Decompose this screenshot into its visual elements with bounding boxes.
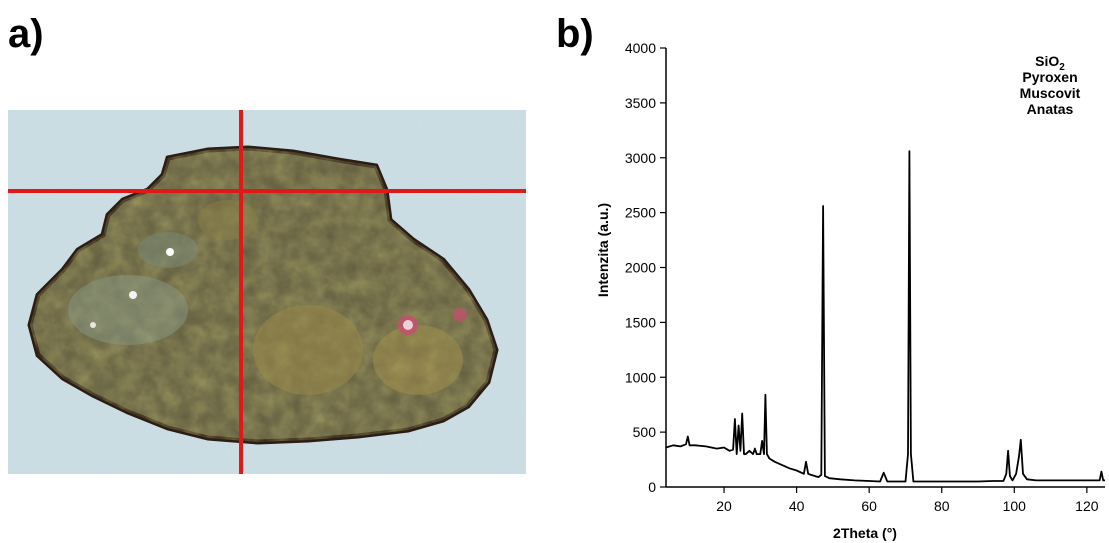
legend-entry: Anatas: [1027, 101, 1074, 117]
x-tick-label: 20: [716, 498, 732, 514]
y-tick-label: 3000: [625, 150, 656, 166]
legend-entry: SiO2: [1035, 53, 1065, 73]
y-tick-label: 500: [633, 424, 657, 440]
x-axis-label: 2Theta (°): [833, 525, 897, 541]
sample-micrograph: [8, 110, 526, 474]
legend-entry: Pyroxen: [1022, 69, 1077, 85]
xrd-chart: 0 500 1000 1500 2000 2500 3000 3500 4000 20 40 60 8…: [595, 40, 1105, 541]
y-tick-label: 4000: [625, 40, 656, 56]
y-axis-label: Intenzita (a.u.): [595, 203, 611, 297]
x-tick-label: 80: [934, 498, 950, 514]
y-tick-label: 0: [648, 479, 656, 495]
legend-entry: Muscovit: [1020, 85, 1081, 101]
xrd-series-line: [665, 150, 1105, 483]
x-tick-label: 40: [789, 498, 805, 514]
y-axis-ticks: 0 500 1000 1500 2000 2500 3000 3500 4000: [625, 40, 666, 495]
y-tick-label: 1000: [625, 369, 656, 385]
y-tick-label: 2000: [625, 260, 656, 276]
y-tick-label: 3500: [625, 95, 656, 111]
x-tick-label: 100: [1003, 498, 1027, 514]
x-axis-ticks: 20 40 60 80 100 120: [716, 487, 1099, 514]
x-tick-label: 120: [1075, 498, 1099, 514]
panel-label-b: b): [556, 12, 594, 56]
y-tick-label: 1500: [625, 314, 656, 330]
panel-label-a: a): [8, 12, 44, 56]
y-tick-label: 2500: [625, 205, 656, 221]
x-tick-label: 60: [861, 498, 877, 514]
